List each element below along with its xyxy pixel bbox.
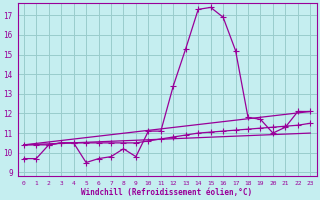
X-axis label: Windchill (Refroidissement éolien,°C): Windchill (Refroidissement éolien,°C) <box>82 188 252 197</box>
